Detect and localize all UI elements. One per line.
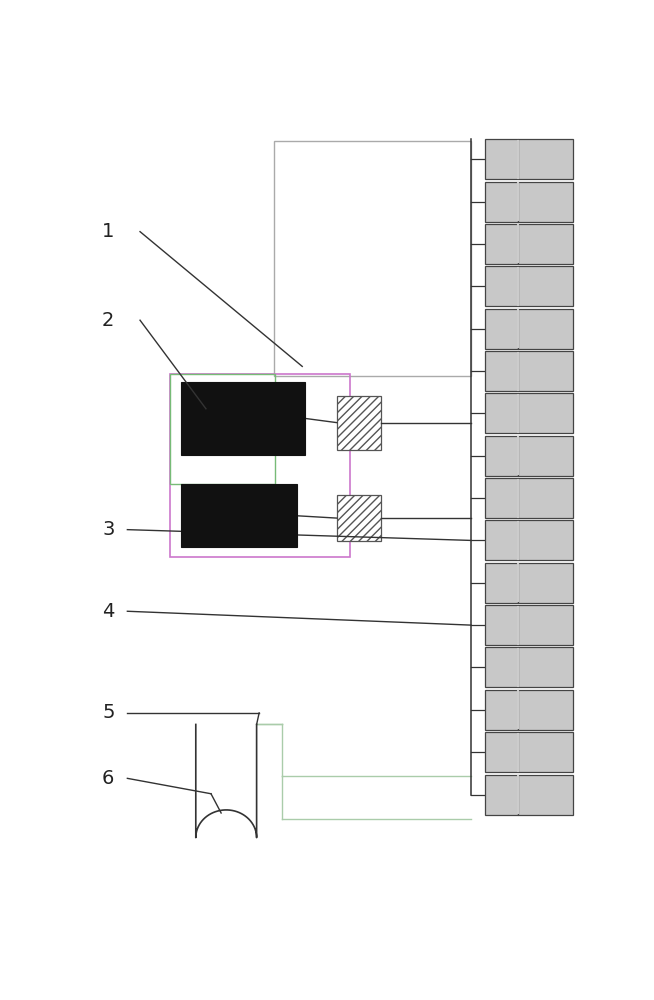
Bar <box>519 182 574 222</box>
Text: 3: 3 <box>102 520 114 539</box>
Bar <box>485 478 519 518</box>
Bar <box>485 351 519 391</box>
Bar <box>519 393 574 433</box>
Bar <box>171 374 351 557</box>
Bar <box>485 266 519 306</box>
Bar <box>485 563 519 603</box>
Text: 2: 2 <box>102 311 114 330</box>
Bar <box>485 309 519 349</box>
Bar <box>337 396 381 450</box>
Text: 6: 6 <box>102 769 114 788</box>
Bar <box>519 351 574 391</box>
Bar <box>181 484 297 547</box>
Bar <box>519 732 574 772</box>
Bar <box>485 690 519 730</box>
Bar <box>485 139 519 179</box>
Bar <box>485 182 519 222</box>
Bar <box>519 478 574 518</box>
Bar <box>519 690 574 730</box>
Bar <box>519 224 574 264</box>
Bar <box>485 605 519 645</box>
Bar <box>519 605 574 645</box>
Bar <box>519 266 574 306</box>
Bar <box>337 495 381 541</box>
Text: 4: 4 <box>102 602 114 621</box>
Bar <box>519 436 574 476</box>
Bar <box>519 139 574 179</box>
Bar <box>171 374 275 484</box>
Bar <box>519 774 574 815</box>
Bar <box>485 774 519 815</box>
Bar <box>519 563 574 603</box>
Bar <box>275 141 471 376</box>
Bar <box>519 309 574 349</box>
Bar <box>485 520 519 560</box>
Bar <box>181 382 305 455</box>
Bar <box>485 224 519 264</box>
Text: 1: 1 <box>102 222 114 241</box>
Bar <box>485 436 519 476</box>
Bar <box>485 647 519 687</box>
Text: 5: 5 <box>102 703 114 722</box>
Bar <box>519 520 574 560</box>
Bar <box>485 393 519 433</box>
Bar <box>519 647 574 687</box>
Bar <box>485 732 519 772</box>
